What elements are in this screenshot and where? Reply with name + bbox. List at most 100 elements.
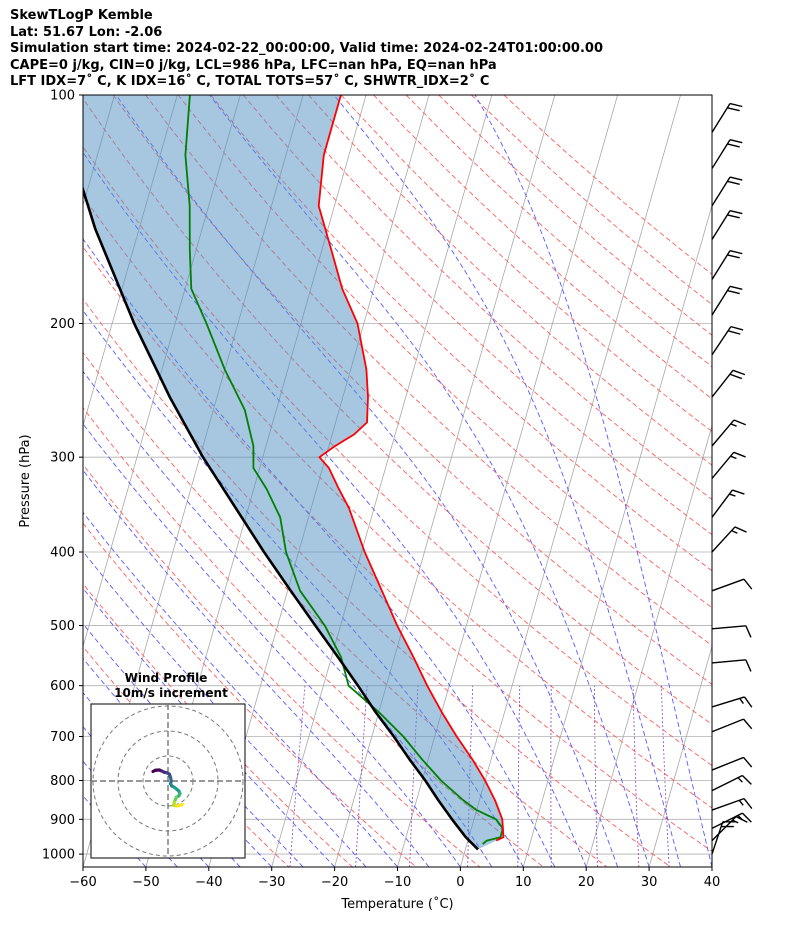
wind-barb-flag [727, 107, 740, 112]
wind-barb-flag [743, 578, 753, 590]
mixing-ratio-line [467, 685, 474, 867]
dry-adiabat [83, 298, 671, 867]
wind-barb [711, 102, 743, 133]
wind-barb [711, 756, 753, 771]
wind-barb [711, 526, 747, 553]
wind-barb-staff [711, 718, 744, 733]
wind-barb-flag [741, 774, 752, 785]
wind-barb-staff [711, 210, 731, 240]
wind-barb-staff [711, 756, 744, 771]
wind-barb-flag [729, 373, 743, 380]
cape-line: CAPE=0 j/kg, CIN=0 j/kg, LCL=986 hPa, LF… [10, 57, 497, 73]
wind-barb-flag [743, 798, 753, 810]
inset-subtitle: 10m/s increment [114, 686, 228, 700]
x-tick-label: −10 [384, 875, 411, 890]
wind-barb-staff [711, 419, 735, 447]
wind-barb-flag [727, 254, 740, 259]
mixing-ratio-line [355, 685, 368, 867]
wind-barb-staff [711, 285, 731, 316]
y-tick-label: 900 [50, 813, 75, 828]
wind-barb [711, 419, 746, 447]
wind-barb-staff [711, 774, 743, 792]
y-tick-label: 200 [50, 317, 75, 332]
wind-barb-half-flag [737, 777, 743, 783]
moist-adiabat [474, 95, 712, 867]
wind-barb [711, 451, 746, 479]
parcel-profile [83, 185, 479, 851]
wind-barb-staff [711, 489, 733, 518]
x-tick-label: 10 [515, 875, 532, 890]
wind-barb [711, 325, 744, 356]
moist-adiabat [83, 550, 367, 867]
x-tick-label: 20 [578, 875, 595, 890]
dry-adiabat [340, 95, 712, 433]
cin-shading [83, 95, 504, 850]
x-tick-label: 0 [456, 875, 464, 890]
wind-barb-flag [729, 285, 743, 290]
wind-barb [711, 489, 745, 518]
station-title: SkewTLogP Kemble [10, 8, 153, 23]
wind-barb-flag [729, 249, 743, 255]
dry-adiabat [83, 351, 608, 867]
wind-barb-half-flag [730, 455, 737, 460]
wind-barb [711, 249, 743, 280]
dry-adiabat [145, 95, 712, 647]
x-tick-label: −60 [69, 875, 96, 890]
mixing-ratio-line [594, 685, 598, 867]
y-tick-label: 400 [50, 546, 75, 561]
wind-barb [711, 696, 753, 708]
y-axis-label: Pressure (hPa) [18, 434, 33, 527]
wind-barb [711, 209, 743, 240]
wind-barb-flag [729, 139, 743, 144]
index-line: LFT IDX=7˚ C, K IDX=16˚ C, TOTAL TOTS=57… [10, 74, 490, 89]
wind-barb-flag [729, 176, 743, 181]
wind-barb [711, 176, 743, 207]
y-tick-label: 500 [50, 619, 75, 634]
dry-adiabat [83, 522, 417, 867]
wind-barb-flag [734, 526, 747, 533]
hodograph-segment [178, 802, 184, 807]
wind-barb-staff [711, 797, 745, 811]
dry-adiabat [275, 95, 712, 501]
wind-barb [711, 659, 752, 672]
isotherm-gridline [648, 645, 712, 867]
wind-barb-staff [711, 816, 737, 842]
coordinates-line: Lat: 51.67 Lon: -2.06 [10, 24, 163, 40]
y-tick-label: 800 [50, 774, 75, 789]
isotherm-gridline [334, 95, 556, 867]
wind-barb-staff [711, 139, 731, 169]
y-tick-label: 700 [50, 730, 75, 745]
moist-adiabat [333, 95, 681, 867]
wind-barb-staff [711, 250, 731, 280]
wind-barb [711, 139, 743, 169]
moist-adiabat [209, 95, 650, 867]
wind-barb-flag [733, 419, 746, 426]
wind-barb-staff [711, 812, 743, 829]
isotherm-gridline [522, 203, 712, 867]
mixing-ratio-line [632, 685, 640, 867]
moist-adiabat [83, 469, 430, 867]
isotherm-gridline [271, 95, 493, 867]
wind-barb-flag [743, 718, 753, 730]
wind-barb [711, 718, 753, 733]
hodograph [91, 704, 245, 858]
wind-barb-flag [727, 214, 740, 219]
y-tick-label: 600 [50, 679, 75, 694]
dry-adiabat [308, 95, 712, 466]
moist-adiabat [83, 623, 304, 867]
wind-barb-staff [711, 696, 745, 708]
wind-barb-half-flag [730, 423, 737, 427]
wind-barb-half-flag [737, 814, 743, 821]
dewpoint-profile [184, 95, 504, 845]
wind-barb-half-flag [732, 819, 739, 824]
wind-barb-flag [743, 756, 753, 768]
mixing-ratio-line [289, 685, 306, 867]
wind-barb-staff [711, 578, 745, 592]
isotherm-gridline [460, 95, 681, 867]
y-tick-label: 100 [50, 89, 75, 104]
wind-barb-flag [727, 330, 741, 335]
wind-barb-staff [711, 176, 731, 207]
wind-barb-flag [743, 696, 753, 708]
mixing-ratio-line [517, 685, 521, 867]
